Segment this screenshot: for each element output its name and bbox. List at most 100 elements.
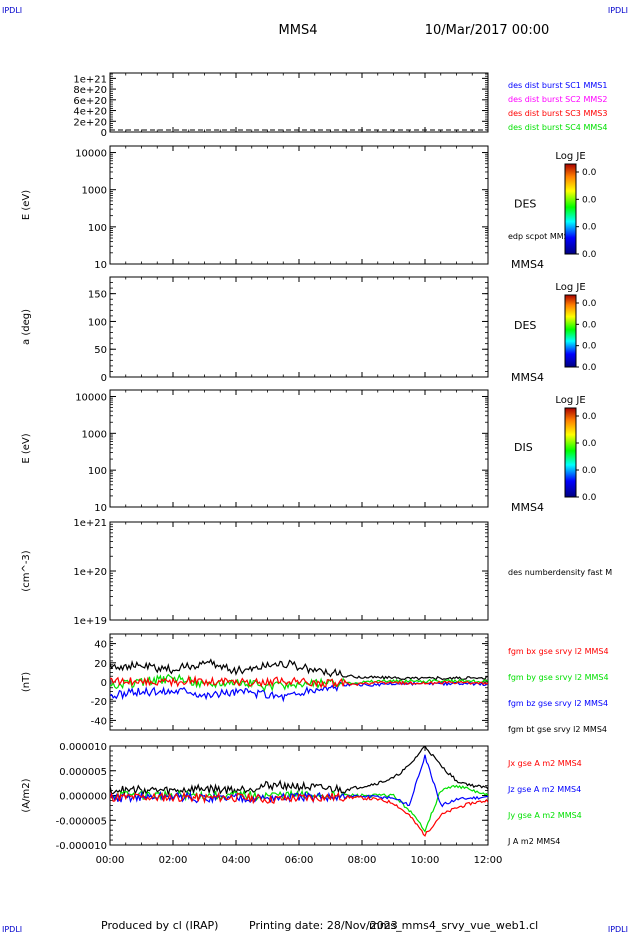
y-tick-label: 0 (101, 373, 107, 384)
footer-printing-date: Printing date: 28/Nov/2023 (249, 919, 398, 932)
series-legend-entry: fgm bz gse srvy l2 MMS4 (508, 699, 608, 708)
y-tick-label: 0.000010 (59, 742, 107, 753)
panel-5: 1e+19 1e+20 1e+21 (cm^-3) des numberdensity … (21, 518, 612, 627)
y-axis-label: E (eV) (21, 190, 32, 220)
y-tick-label: 1e+21 (73, 74, 107, 85)
series-legend-entry: fgm bt gse srvy l2 MMS4 (508, 725, 607, 734)
x-tick-label: 08:00 (348, 855, 377, 866)
colorbar (564, 163, 577, 255)
colorbar-label: 0.0 (582, 223, 597, 233)
y-tick-label: 40 (94, 640, 107, 651)
legend-entry: des dist burst SC3 MMS3 (508, 109, 607, 118)
y-tick-label: 0.000000 (59, 792, 107, 803)
panel-2: 10 100 1000 10000 E (eV) DES MMS4 edp scpot MMS… (21, 145, 597, 271)
y-tick-label: 1e+19 (73, 616, 107, 627)
colorbar-label: 0.0 (582, 363, 597, 373)
series-legend-entry: Jx gse A m2 MMS4 (507, 759, 582, 768)
colorbar-label: 0.0 (582, 493, 597, 503)
panel-4: 10 100 1000 10000 E (eV) DIS MMS4 Log JE 0.0 0.0 0… (21, 389, 597, 514)
corner-label-bottom-right: IPDLI (608, 925, 628, 934)
colorbar-label: 0.0 (582, 342, 597, 352)
series-legend-entry: Jz gse A m2 MMS4 (507, 785, 581, 794)
colorbar-title: Log JE (555, 282, 585, 293)
legend-entry: des dist burst SC4 MMS4 (508, 123, 607, 132)
x-tick-label: 00:00 (96, 855, 125, 866)
instrument-label: DES (514, 197, 536, 210)
y-tick-label: -0.000010 (56, 841, 107, 852)
y-tick-label: -0.000005 (56, 816, 107, 827)
x-tick-label: 04:00 (222, 855, 251, 866)
series-legend-entry: Jy gse A m2 MMS4 (507, 811, 582, 820)
colorbar (564, 407, 577, 498)
panel-3: 0 50 100 150 a (deg) DES MMS4 Log JE 0.0 0.0 0.0 0.… (21, 276, 597, 384)
y-tick-label: 1000 (82, 186, 107, 197)
series-legend-entry: fgm by gse srvy l2 MMS4 (508, 673, 609, 682)
y-axis-label: a (deg) (21, 309, 32, 345)
spacecraft-label: MMS4 (511, 258, 544, 271)
y-tick-label: -40 (91, 716, 107, 727)
series-line (110, 784, 488, 833)
panel-frame (109, 389, 489, 508)
x-tick-label: 12:00 (474, 855, 503, 866)
extra-label: edp scpot MMS4 (508, 232, 574, 241)
spacecraft-title: MMS4 (279, 23, 318, 38)
colorbar-label: 0.0 (582, 412, 597, 422)
y-tick-label: 10 (94, 503, 107, 514)
legend-entry: des numberdensity fast M (508, 568, 612, 577)
y-tick-label: 100 (88, 317, 107, 328)
panel-frame (109, 72, 489, 133)
x-tick-label: 10:00 (411, 855, 440, 866)
y-tick-label: 10 (94, 260, 107, 271)
series-legend-entry: fgm bx gse srvy l2 MMS4 (508, 647, 609, 656)
y-tick-label: 10000 (75, 149, 107, 160)
corner-label-top-right: IPDLI (608, 6, 628, 15)
instrument-label: DES (514, 319, 536, 332)
y-tick-label: 2e+20 (73, 117, 107, 128)
series-line (110, 674, 488, 689)
colorbar-label: 0.0 (582, 195, 597, 205)
spacecraft-label: MMS4 (511, 501, 544, 514)
footer-filename: mms_mms4_srvy_vue_web1.cl (369, 919, 538, 932)
colorbar-label: 0.0 (582, 466, 597, 476)
panel-6: -40 -20 0 20 40 (nT) fgm bx gse srvy l2 MMS4 fg… (21, 633, 609, 734)
y-tick-label: 20 (94, 659, 107, 670)
colorbar-label: 0.0 (582, 320, 597, 330)
colorbar-title: Log JE (555, 395, 585, 406)
y-tick-label: 1e+20 (73, 567, 107, 578)
panel-frame (109, 145, 489, 265)
legend-entry: des dist burst SC2 MMS2 (508, 95, 607, 104)
y-tick-label: 1e+21 (73, 518, 107, 529)
colorbar-label: 0.0 (582, 250, 597, 260)
date-title: 10/Mar/2017 00:00 (425, 23, 550, 38)
x-tick-label: 06:00 (285, 855, 314, 866)
series-line (110, 791, 488, 837)
y-axis-label: E (eV) (21, 433, 32, 463)
colorbar-title: Log JE (555, 151, 585, 162)
x-tick-label: 02:00 (159, 855, 188, 866)
series-group (110, 746, 488, 837)
y-tick-label: 150 (88, 290, 107, 301)
panel-frame (109, 521, 489, 621)
series-line (110, 746, 488, 797)
corner-label-bottom-left: IPDLI (2, 925, 22, 934)
series-legend-entry: J A m2 MMS4 (507, 837, 560, 846)
y-tick-label: 0 (101, 678, 107, 689)
colorbar (564, 294, 577, 368)
corner-label-top-left: IPDLI (2, 6, 22, 15)
y-tick-label: 0 (101, 128, 107, 139)
instrument-label: DIS (514, 441, 533, 454)
y-tick-label: 100 (88, 466, 107, 477)
y-tick-label: 100 (88, 223, 107, 234)
spacecraft-label: MMS4 (511, 371, 544, 384)
legend-entry: des dist burst SC1 MMS1 (508, 81, 607, 90)
y-axis-label: (cm^-3) (21, 550, 32, 591)
y-tick-label: 8e+20 (73, 85, 107, 96)
colorbar-label: 0.0 (582, 439, 597, 449)
series-line (110, 754, 488, 808)
series-line (110, 658, 488, 681)
y-tick-label: 4e+20 (73, 107, 107, 118)
y-axis-label: (A/m2) (21, 778, 32, 812)
